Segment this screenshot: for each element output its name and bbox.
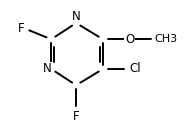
Text: F: F — [73, 110, 79, 123]
Text: N: N — [72, 10, 81, 23]
Text: F: F — [18, 22, 24, 35]
Text: N: N — [43, 63, 51, 75]
Text: CH3: CH3 — [155, 34, 178, 44]
Text: O: O — [125, 33, 134, 46]
Text: Cl: Cl — [130, 63, 141, 75]
